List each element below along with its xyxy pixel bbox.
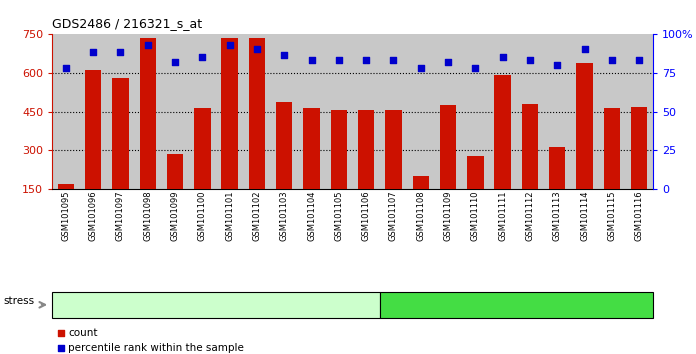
Bar [571,34,599,189]
Bar [298,34,325,189]
Bar [112,78,129,189]
Bar [489,34,516,189]
Bar [413,176,429,189]
Text: smoker: smoker [495,298,538,311]
Bar [352,34,380,189]
Bar [167,154,183,189]
Bar [106,34,134,189]
Bar [134,34,161,189]
Bar [271,34,298,189]
Point [55,331,66,336]
Bar [216,34,244,189]
Point [61,65,72,71]
Text: non-smoker: non-smoker [181,298,251,311]
Bar [85,70,102,189]
Point [361,57,372,63]
Bar [576,63,593,189]
Bar [244,34,271,189]
Text: stress: stress [3,296,35,306]
Point [443,59,454,64]
Bar [52,34,79,189]
Text: GDS2486 / 216321_s_at: GDS2486 / 216321_s_at [52,17,203,30]
Point [333,57,345,63]
Bar [549,147,565,189]
Point [497,54,508,60]
Bar [189,34,216,189]
Bar [603,108,620,189]
Bar [380,34,407,189]
Bar [161,34,189,189]
Point [416,65,427,71]
Point [142,42,153,47]
Bar [58,184,74,189]
Bar [467,156,484,189]
Point [55,345,66,350]
Point [579,46,590,52]
Point [251,46,262,52]
Point [306,57,317,63]
Bar [599,34,626,189]
Bar [276,102,292,189]
Point [278,53,290,58]
Bar [522,104,538,189]
Bar [626,34,653,189]
Bar [325,34,352,189]
Bar [544,34,571,189]
Bar [331,110,347,189]
Point [524,57,535,63]
Bar [631,107,647,189]
Point [552,62,563,68]
Point [115,50,126,55]
Bar [516,34,544,189]
Point [88,50,99,55]
Bar [494,75,511,189]
Text: percentile rank within the sample: percentile rank within the sample [68,343,244,353]
Text: count: count [68,329,97,338]
Bar [461,34,489,189]
Point [470,65,481,71]
Bar [140,38,156,189]
Point [388,57,399,63]
Bar [79,34,106,189]
Bar [358,110,374,189]
Point [197,54,208,60]
Bar [440,105,457,189]
Bar [386,110,402,189]
Point [606,57,617,63]
Point [633,57,644,63]
Bar [248,38,265,189]
Bar [407,34,434,189]
Bar [434,34,461,189]
Bar [303,108,319,189]
Point [224,42,235,47]
Bar [194,108,211,189]
Bar [221,38,238,189]
Point [170,59,181,64]
